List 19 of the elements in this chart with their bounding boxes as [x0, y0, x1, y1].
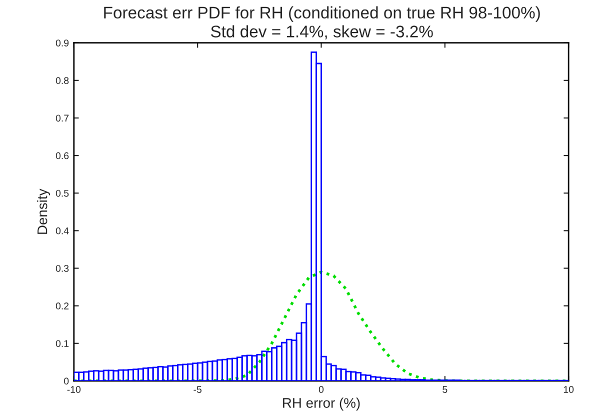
y-tick-label: 0	[64, 378, 69, 385]
x-axis-title: RH error (%)	[283, 398, 360, 411]
chart-subtitle: Std dev = 1.4%, skew = -3.2%	[210, 25, 433, 40]
x-tick-label: -10	[67, 386, 81, 393]
x-tick-label: 5	[442, 386, 448, 393]
y-tick-label: 0.2	[56, 302, 69, 310]
y-tick-label: 0.4	[56, 227, 69, 234]
y-tick-label: 0.6	[56, 152, 69, 160]
x-tick-label: -5	[194, 386, 202, 393]
y-tick-label: 0.5	[56, 190, 69, 197]
x-tick-label: 0	[318, 386, 324, 393]
y-tick-label: 0.3	[56, 264, 69, 272]
y-axis-title: Density	[37, 188, 50, 234]
y-tick-label: 0.9	[56, 40, 69, 46]
y-tick-label: 0.1	[56, 340, 69, 347]
x-tick-label: 10	[564, 386, 574, 393]
y-tick-label: 0.7	[56, 114, 69, 122]
chart-title: Forecast err PDF for RH (conditioned on true RH 98-100%)	[104, 6, 540, 22]
y-tick-label: 0.8	[56, 77, 69, 84]
